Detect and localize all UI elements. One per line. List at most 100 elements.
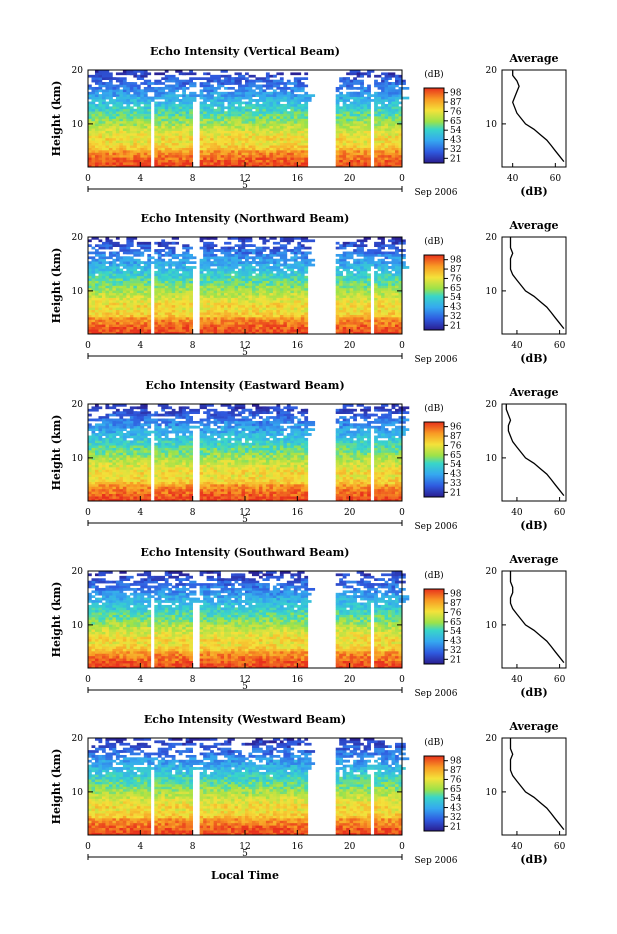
heatmap-cell <box>276 298 280 301</box>
heatmap-cell <box>301 315 305 318</box>
heatmap-cell <box>140 322 144 325</box>
heatmap-cell <box>350 310 354 313</box>
heatmap-cell <box>165 119 169 122</box>
heatmap-cell <box>105 87 109 90</box>
heatmap-cell <box>88 329 92 332</box>
heatmap-cell <box>287 319 291 322</box>
heatmap-cell <box>109 109 113 112</box>
heatmap-cell <box>144 104 148 107</box>
heatmap-cell <box>336 133 340 136</box>
heatmap-cell <box>172 150 176 153</box>
heatmap-cell <box>276 324 280 327</box>
heatmap-cell <box>137 114 141 117</box>
heatmap-cell <box>228 290 232 293</box>
heatmap-cell <box>262 145 266 148</box>
heatmap-cell <box>269 329 273 332</box>
heatmap-cell <box>255 102 259 105</box>
heatmap-cell <box>154 317 158 320</box>
heatmap-cell <box>179 133 183 136</box>
heatmap-cell <box>231 305 235 308</box>
heatmap-cell <box>350 298 354 301</box>
heatmap-cell <box>255 138 259 141</box>
heatmap-cell <box>88 319 92 322</box>
heatmap-cell <box>266 273 270 276</box>
heatmap-cell <box>294 121 298 124</box>
heatmap-cell <box>130 319 134 322</box>
heatmap-cell <box>207 145 211 148</box>
heatmap-cell <box>297 317 301 320</box>
heatmap-cell <box>109 114 113 117</box>
heatmap-cell <box>189 80 193 83</box>
heatmap-cell <box>165 133 169 136</box>
heatmap-cell <box>252 283 256 286</box>
heatmap-cell <box>280 300 284 303</box>
heatmap-cell <box>245 102 249 105</box>
heatmap-cell <box>98 138 102 141</box>
heatmap-cell <box>88 283 92 286</box>
heatmap-cell <box>186 276 190 279</box>
heatmap-cell <box>217 295 221 298</box>
heatmap-cell <box>126 155 130 158</box>
heatmap-cell <box>161 242 168 245</box>
heatmap-cell <box>217 329 221 332</box>
heatmap-cell <box>392 128 396 131</box>
heatmap-cell <box>336 319 340 322</box>
heatmap-cell <box>112 94 119 97</box>
heatmap-cell <box>165 121 169 124</box>
heatmap-cell <box>179 102 183 105</box>
heatmap-cell <box>179 145 183 148</box>
heatmap-cell <box>266 123 270 126</box>
heatmap-cell <box>203 269 207 272</box>
heatmap-cell <box>210 77 221 80</box>
heatmap-cell <box>154 310 158 313</box>
heatmap-cell <box>392 126 396 129</box>
heatmap-cell <box>231 128 235 131</box>
heatmap-cell <box>179 273 183 276</box>
heatmap-cell <box>262 278 266 281</box>
heatmap-cell <box>252 295 256 298</box>
heatmap-cell <box>98 266 102 269</box>
heatmap-cell <box>109 315 113 318</box>
heatmap-cell <box>214 102 218 105</box>
heatmap-cell <box>269 254 276 257</box>
heatmap-cell <box>130 145 134 148</box>
heatmap-cell <box>392 111 396 114</box>
heatmap-cell <box>172 80 176 83</box>
heatmap-cell <box>259 152 263 155</box>
heatmap-cell <box>252 94 256 97</box>
heatmap-cell <box>346 155 350 158</box>
heatmap-cell <box>367 148 371 151</box>
heatmap-cell <box>91 327 95 330</box>
heatmap-cell <box>95 269 99 272</box>
heatmap-cell <box>179 123 183 126</box>
heatmap-cell <box>301 307 305 310</box>
heatmap-cell <box>207 317 211 320</box>
y-axis-label: Height (km) <box>50 81 63 157</box>
heatmap-cell <box>172 126 176 129</box>
heatmap-cell <box>210 155 214 158</box>
heatmap-cell <box>294 319 298 322</box>
heatmap-cell <box>161 281 165 284</box>
heatmap-cell <box>343 327 347 330</box>
heatmap-cell <box>248 329 252 332</box>
heatmap-cell <box>353 329 357 332</box>
heatmap-cell <box>116 310 120 313</box>
heatmap-cell <box>172 249 176 252</box>
heatmap-cell <box>301 162 305 165</box>
heatmap-cell <box>378 114 382 117</box>
heatmap-cell <box>207 319 211 322</box>
heatmap-cell <box>133 133 137 136</box>
heatmap-cell <box>203 322 207 325</box>
heatmap-cell <box>158 131 162 134</box>
heatmap-cell <box>179 312 183 315</box>
heatmap-cell <box>161 302 165 305</box>
heatmap-cell <box>266 307 270 310</box>
heatmap-cell <box>224 290 228 293</box>
heatmap-cell <box>186 135 190 138</box>
heatmap-cell <box>161 283 165 286</box>
heatmap-cell <box>182 302 186 305</box>
heatmap-cell <box>144 160 148 163</box>
heatmap-cell <box>158 271 162 274</box>
heatmap-cell <box>200 269 204 272</box>
heatmap-cell <box>112 271 116 274</box>
